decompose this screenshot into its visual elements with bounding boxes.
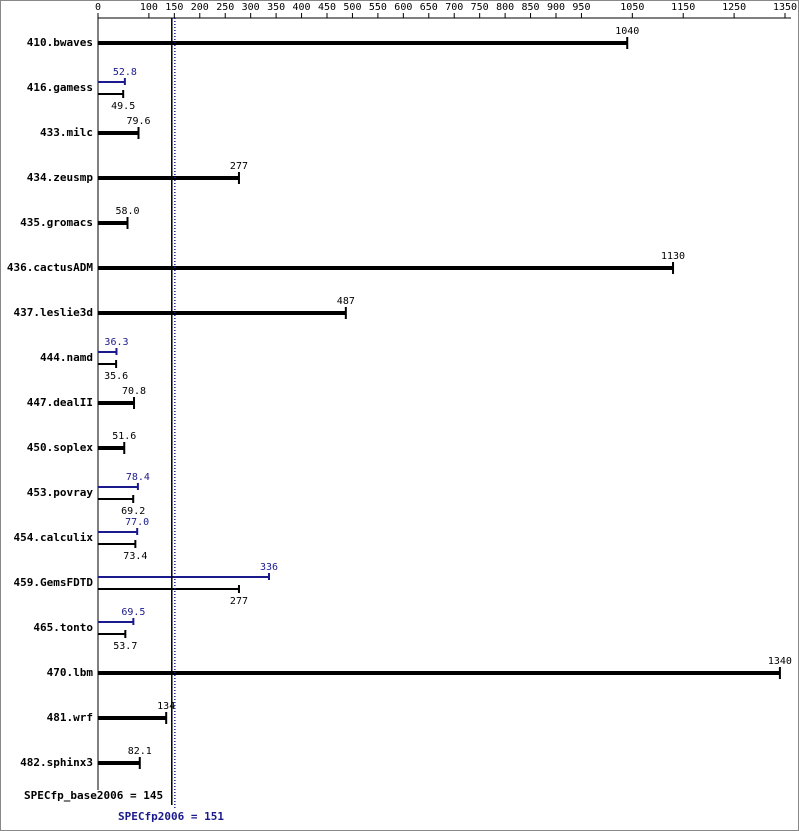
bar [98,176,239,180]
value-label: 49.5 [111,101,135,112]
x-tick-label: 1250 [722,2,746,13]
bar [98,576,269,578]
category-label: 465.tonto [33,621,93,634]
bar [98,486,138,488]
x-tick-label: 1150 [671,2,695,13]
category-label: 459.GemsFDTD [14,576,94,589]
bar [98,93,124,95]
category-label: 433.milc [40,126,93,139]
bar [98,621,134,623]
x-tick-label: 300 [242,2,260,13]
x-tick-label: 1350 [773,2,797,13]
value-label: 69.2 [121,506,145,517]
x-tick-label: 1050 [620,2,644,13]
value-label: 277 [230,161,248,172]
value-label: 1340 [768,656,792,667]
value-label: 79.6 [126,116,150,127]
x-tick-label: 650 [420,2,438,13]
category-label: 470.lbm [47,666,94,679]
x-tick-label: 850 [522,2,540,13]
value-label: 52.8 [113,67,137,78]
value-label: 1040 [615,26,639,37]
bar [98,446,125,450]
x-tick-label: 250 [216,2,234,13]
value-label: 277 [230,596,248,607]
value-label: 134 [157,701,175,712]
category-label: 436.cactusADM [7,261,93,274]
value-label: 78.4 [126,472,150,483]
x-tick-label: 900 [547,2,565,13]
bar [98,41,628,45]
category-label: 416.gamess [27,81,93,94]
value-label: 73.4 [123,551,147,562]
value-label: 1130 [661,251,685,262]
category-label: 453.povray [27,486,94,499]
x-tick-label: 600 [394,2,412,13]
x-tick-label: 200 [191,2,209,13]
category-label: 482.sphinx3 [20,756,93,769]
bar [98,266,674,270]
x-tick-label: 400 [293,2,311,13]
bar [98,716,167,720]
base-summary: SPECfp_base2006 = 145 [24,789,163,802]
bar [98,363,117,365]
category-label: 410.bwaves [27,36,93,49]
category-label: 450.soplex [27,441,94,454]
bar [98,671,780,675]
category-label: 434.zeusmp [27,171,94,184]
value-label: 82.1 [128,746,152,757]
category-label: 454.calculix [14,531,94,544]
category-label: 481.wrf [47,711,93,724]
bar [98,131,139,135]
value-label: 70.8 [122,386,146,397]
bar [98,498,134,500]
value-label: 487 [337,296,355,307]
bar [98,311,346,315]
value-label: 35.6 [104,371,128,382]
category-label: 444.namd [40,351,93,364]
x-tick-label: 0 [95,2,101,13]
x-tick-label: 550 [369,2,387,13]
x-tick-label: 350 [267,2,285,13]
bar [98,633,126,635]
x-tick-label: 950 [572,2,590,13]
category-label: 435.gromacs [20,216,93,229]
category-label: 437.leslie3d [14,306,93,319]
value-label: 36.3 [104,337,128,348]
bar [98,351,117,353]
bar [98,588,239,590]
bar [98,221,128,225]
x-tick-label: 450 [318,2,336,13]
value-label: 58.0 [115,206,139,217]
bar [98,531,138,533]
category-label: 447.dealII [27,396,93,409]
value-label: 77.0 [125,517,149,528]
x-tick-label: 700 [445,2,463,13]
bar [98,401,135,405]
value-label: 69.5 [121,607,145,618]
x-tick-label: 100 [140,2,158,13]
bar [98,81,125,83]
value-label: 53.7 [113,641,137,652]
value-label: 336 [260,562,278,573]
x-tick-label: 500 [343,2,361,13]
peak-summary: SPECfp2006 = 151 [118,810,224,823]
bar [98,761,140,765]
x-tick-label: 750 [471,2,489,13]
x-tick-label: 800 [496,2,514,13]
value-label: 51.6 [112,431,136,442]
bar [98,543,136,545]
x-tick-label: 150 [165,2,183,13]
